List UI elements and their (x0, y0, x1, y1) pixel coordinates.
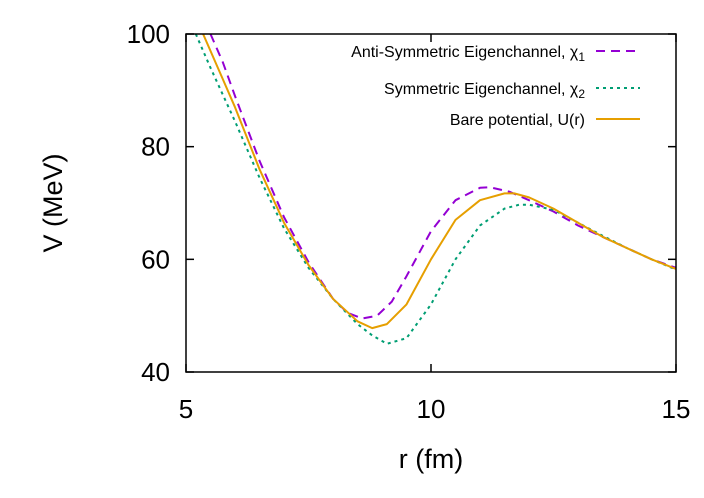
series-line-1 (209, 34, 676, 320)
plot-curves (194, 34, 676, 345)
y-tick-label: 40 (141, 357, 170, 387)
y-tick-label: 60 (141, 244, 170, 274)
x-axis-title: r (fm) (399, 444, 463, 474)
y-axis-title: V (MeV) (38, 153, 68, 252)
legend-label-3: Bare potential, U(r) (450, 112, 585, 129)
legend: Anti-Symmetric Eigenchannel, χ1 Symmetric… (351, 44, 640, 129)
y-tick-label: 80 (141, 132, 170, 162)
y-tick-label: 100 (127, 19, 170, 49)
x-tick-label: 5 (179, 394, 193, 424)
legend-label-2: Symmetric Eigenchannel, χ2 (384, 81, 585, 101)
x-tick-label: 10 (417, 394, 446, 424)
series-line-3 (202, 34, 676, 330)
legend-label-1: Anti-Symmetric Eigenchannel, χ1 (351, 44, 585, 64)
axis-ticks: 5 10 15 40 60 80 100 (127, 19, 691, 424)
x-tick-label: 15 (662, 394, 691, 424)
